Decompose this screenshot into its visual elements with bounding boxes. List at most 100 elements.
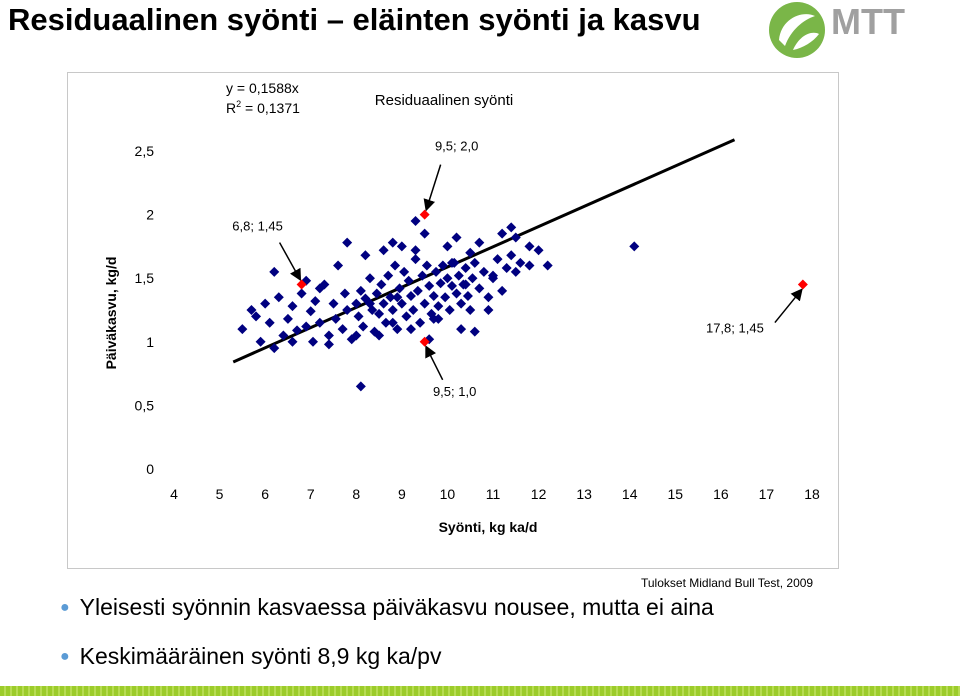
bullet-icon: ● [60,648,70,665]
data-point [278,330,289,341]
data-point [392,324,403,335]
data-point [408,305,419,315]
highlighted-point [296,279,307,290]
data-point [524,241,535,252]
data-point [387,317,398,328]
data-point [260,298,271,309]
data-point [269,266,280,277]
data-point [451,232,462,243]
data-point [421,260,432,271]
data-point [314,317,325,328]
data-point [374,330,385,341]
data-point [269,343,280,354]
point-label: 9,5; 1,0 [433,384,476,399]
trend-equation: y = 0,1588x [226,80,299,96]
data-point [483,292,494,303]
data-point [542,260,553,271]
highlighted-point [419,336,430,347]
data-point [483,305,494,315]
slide-title: Residuaalinen syönti – eläinten syönti j… [8,2,701,37]
data-point [392,292,403,303]
x-tick-label: 18 [804,486,820,502]
data-point [287,336,298,347]
data-point [424,280,435,291]
data-point [412,285,423,296]
bullet-item-1: ● Yleisesti syönnin kasvaessa päiväkasvu … [60,594,714,621]
data-point [251,311,262,322]
highlighted-point [419,209,430,220]
data-point [417,270,428,281]
data-point [360,250,371,261]
data-point [442,273,453,284]
data-point [296,288,307,299]
data-point [444,305,455,315]
leaf-logo-icon [769,2,825,58]
data-point [380,317,391,328]
data-point [305,306,316,317]
y-tick-label: 2,5 [135,143,155,159]
data-point [390,260,401,271]
data-point [446,280,457,291]
data-point [488,270,498,281]
data-point [469,257,480,268]
data-point [301,321,312,332]
data-point [351,330,362,341]
x-tick-label: 7 [307,486,315,502]
data-point [497,228,508,239]
data-point [355,285,366,296]
data-point [446,257,457,268]
data-point [460,263,471,274]
y-tick-label: 1,5 [135,270,155,286]
data-point [460,279,471,290]
data-point [364,298,375,309]
x-tick-label: 14 [622,486,638,502]
data-point [378,245,389,256]
data-point [399,266,410,277]
bullet-icon: ● [60,599,70,616]
data-point [497,285,508,296]
data-point [323,330,334,341]
data-point [435,278,446,289]
data-point [403,275,414,286]
data-point [385,292,396,303]
data-point [492,254,503,265]
x-tick-label: 5 [216,486,224,502]
data-point [442,241,453,252]
data-point [364,273,375,284]
data-point [264,317,275,328]
data-point [314,283,325,294]
data-point [396,241,407,252]
data-point [456,298,467,309]
data-point [255,336,266,347]
highlighted-point [797,279,808,290]
data-point [456,324,467,335]
x-tick-label: 17 [759,486,775,502]
data-point [501,263,512,274]
data-point [629,241,640,252]
data-point [387,305,398,315]
data-point [337,324,348,335]
data-point [453,270,464,281]
data-point [467,273,478,284]
data-point [428,291,439,302]
data-point [524,260,535,271]
data-point [342,237,353,248]
chart-title: Residuaalinen syönti [375,92,513,109]
data-point [410,215,421,226]
source-note: Tulokset Midland Bull Test, 2009 [641,576,814,590]
data-point [273,292,284,303]
data-point [431,266,442,277]
data-point [437,260,448,271]
logo-text: MTT [831,1,905,42]
data-point [355,381,366,392]
data-point [342,305,353,315]
trendline [232,138,736,364]
data-point [323,339,334,350]
bullet-text-2: Keskimääräinen syönti 8,9 kg ka/pv [79,643,442,669]
data-point [451,288,462,299]
data-point [462,291,473,302]
x-tick-label: 11 [486,486,501,502]
data-point [405,324,416,335]
data-point [237,324,248,335]
scatter-chart: Residuaalinen syönti y = 0,1588x R2 = 0,… [103,80,820,535]
